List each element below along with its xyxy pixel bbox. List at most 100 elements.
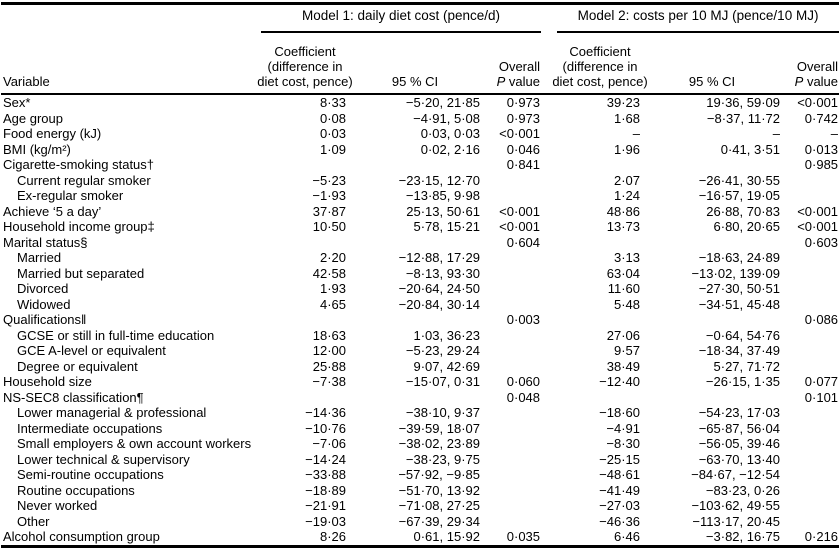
variable-cell: Achieve ‘5 a day’: [3, 203, 102, 219]
variable-cell: Married: [17, 250, 62, 265]
m2-pvalue-column-header: Overall P value: [781, 32, 840, 95]
m1-pvalue-cell: [481, 467, 541, 483]
variable-cell: Household income group‡: [3, 219, 155, 234]
column-gap: [541, 157, 557, 173]
coef-header-line2: (difference in: [562, 59, 638, 74]
column-gap: [541, 4, 557, 33]
table-row: Sex* 8·33 −5·20, 21·85 0·973 39·23 19·36, 59·…: [1, 94, 839, 111]
m1-pvalue-cell: [481, 297, 541, 313]
m1-pvalue-cell: 0·048: [506, 389, 541, 405]
table-row: Alcohol consumption group 8·26 0·61, 15·92…: [1, 529, 839, 546]
m2-pvalue-cell: [781, 188, 839, 204]
m1-ci-cell: −8·13, 93·30: [405, 265, 480, 281]
m2-coefficient-cell: 27·06: [606, 327, 641, 343]
m2-coefficient-cell: [557, 157, 643, 173]
m1-ci-cell: −5·20, 21·85: [405, 95, 480, 110]
m1-pvalue-cell: [481, 405, 541, 421]
m2-pvalue-cell: 0·603: [804, 234, 839, 250]
m2-coefficient-cell: –: [632, 126, 641, 141]
m1-pvalue-cell: 0·046: [506, 141, 541, 157]
table-row: NS-SEC8 classification¶ 0·048 0·101: [1, 390, 839, 406]
m1-ci-cell: 5·78, 15·21: [413, 219, 481, 234]
m1-pvalue-cell: [481, 421, 541, 437]
m2-coefficient-cell: −27·03: [599, 498, 641, 513]
m2-pvalue-cell: [781, 266, 839, 282]
column-gap: [541, 204, 557, 220]
m1-pvalue-cell: [481, 188, 541, 204]
table-row: Current regular smoker −5·23 −23·15, 12·70…: [1, 173, 839, 189]
m2-pvalue-cell: <0·001: [797, 95, 839, 110]
column-gap: [541, 250, 557, 266]
m1-pvalue-cell: [481, 250, 541, 266]
column-gap: [541, 111, 557, 127]
m2-coefficient-cell: −8·30: [606, 436, 641, 451]
m1-ci-cell: 9·07, 42·69: [413, 358, 481, 374]
m1-coefficient-cell: [261, 390, 349, 406]
m1-pvalue-cell: [481, 281, 541, 297]
overall-label: Overall: [498, 59, 541, 74]
model2-title: Model 2: costs per 10 MJ (pence/10 MJ): [557, 3, 840, 33]
m2-coefficient-cell: −12·40: [599, 374, 641, 389]
variable-cell: Small employers & own account workers: [17, 436, 252, 451]
m2-ci-cell: 6·80, 20·65: [713, 219, 781, 234]
variable-cell: Divorced: [17, 281, 69, 296]
m2-pvalue-cell: [781, 250, 839, 266]
table-row: Lower managerial & professional −14·36 −38…: [1, 405, 839, 421]
column-gap: [541, 312, 557, 328]
column-gap: [541, 390, 557, 406]
m1-pvalue-cell: <0·001: [499, 126, 541, 141]
m2-ci-cell: −3·82, 16·75: [705, 529, 781, 544]
m2-pvalue-cell: –: [830, 126, 839, 141]
m1-coefficient-cell: 18·63: [312, 327, 346, 343]
m2-coefficient-cell: [557, 312, 643, 328]
variable-cell: BMI (kg/m²): [3, 141, 71, 157]
m1-coefficient-cell: 12·00: [312, 343, 346, 358]
m1-pvalue-cell: [481, 483, 541, 499]
m2-ci-cell: −0·64, 54·76: [705, 327, 781, 343]
table-row: Achieve ‘5 a day’ 37·87 25·13, 50·61 <0·001…: [1, 204, 839, 220]
variable-cell: Routine occupations: [17, 482, 135, 498]
m2-ci-cell: −83·23, 0·26: [705, 482, 781, 498]
column-gap: [541, 219, 557, 235]
coef-header-line1: Coefficient: [569, 44, 631, 59]
pvalue-label-rest: value: [505, 74, 541, 89]
column-header-row: Variable Coefficient (difference in diet…: [1, 32, 840, 95]
m1-pvalue-cell: [481, 343, 541, 359]
column-gap: [541, 483, 557, 499]
variable-cell: Cigarette-smoking status†: [3, 157, 155, 172]
m1-ci-cell: −71·08, 27·25: [398, 498, 480, 513]
m1-ci-cell: 25·13, 50·61: [406, 203, 480, 219]
m1-ci-cell: −51·70, 13·92: [398, 482, 480, 498]
column-gap: [541, 297, 557, 313]
m1-coefficient-cell: [261, 235, 349, 251]
m1-pvalue-cell: [481, 359, 541, 375]
m2-pvalue-cell: [781, 483, 839, 499]
m1-coefficient-cell: [261, 312, 349, 328]
m1-pvalue-cell: 0·035: [506, 529, 541, 544]
m1-pvalue-column-header: Overall P value: [481, 32, 542, 95]
column-gap: [541, 436, 557, 452]
m1-coefficient-cell: [261, 157, 349, 173]
m2-pvalue-cell: 0·742: [804, 110, 839, 126]
m1-coefficient-cell: −7·06: [312, 436, 346, 451]
m2-ci-cell: −56·05, 39·46: [698, 436, 781, 451]
m2-ci-cell: 19·36, 59·09: [706, 95, 781, 110]
m1-ci-cell: −5·23, 29·24: [405, 343, 480, 358]
m2-ci-cell: −26·15, 1·35: [705, 374, 781, 389]
m1-ci-cell: −15·07, 0·31: [405, 374, 480, 389]
table-row: Intermediate occupations −10·76 −39·59, 18…: [1, 421, 839, 437]
m2-ci-cell: −34·51, 45·48: [698, 296, 781, 312]
m1-ci-cell: 1·03, 36·23: [413, 327, 481, 343]
table-row: Small employers & own account workers −7·…: [1, 436, 839, 452]
column-gap: [541, 328, 557, 344]
column-gap: [541, 32, 558, 95]
m1-coefficient-cell: 10·50: [312, 219, 346, 234]
variable-cell: Degree or equivalent: [17, 358, 138, 374]
column-gap: [541, 94, 557, 111]
m2-coefficient-cell: 9·57: [613, 343, 641, 358]
m1-ci-cell: −67·39, 29·34: [398, 513, 480, 529]
m1-coefficient-cell: −18·89: [305, 482, 346, 498]
column-gap: [541, 235, 557, 251]
m2-coefficient-cell: 39·23: [606, 95, 641, 110]
